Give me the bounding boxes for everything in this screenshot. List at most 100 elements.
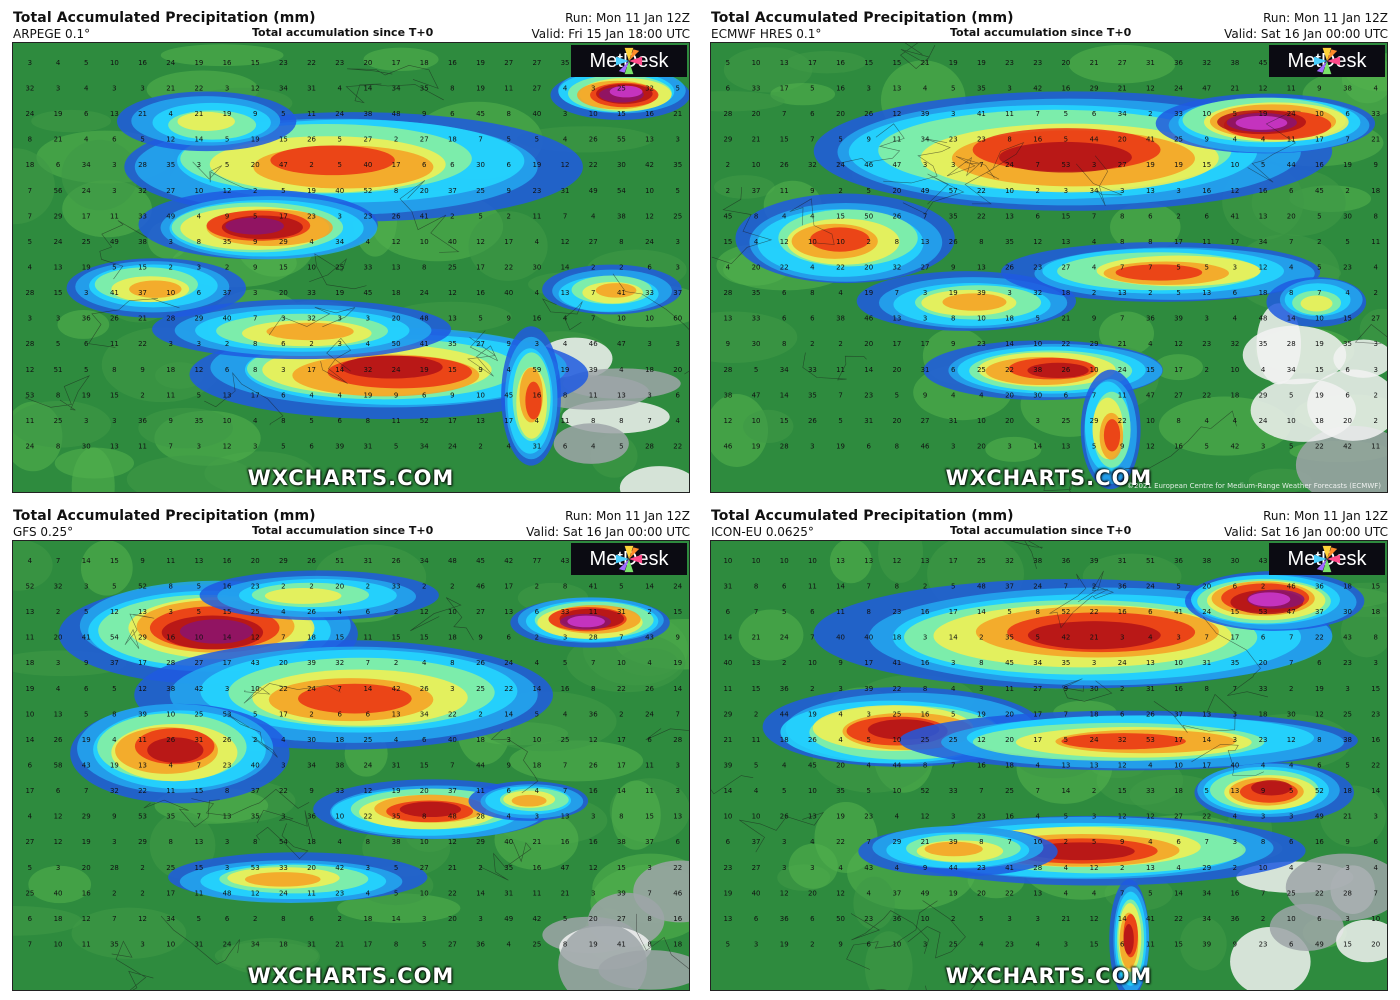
accumulation-value: 4 <box>56 685 61 693</box>
accumulation-value: 11 <box>110 340 119 348</box>
accumulation-value: 31 <box>1146 59 1155 67</box>
accumulation-value: 6 <box>84 685 88 693</box>
accumulation-value: 12 <box>110 608 119 616</box>
accumulation-value: 13 <box>54 710 63 718</box>
accumulation-value: 21 <box>1230 84 1239 92</box>
accumulation-value: 13 <box>1202 710 1211 718</box>
accumulation-value: 26 <box>476 659 485 667</box>
accumulation-value: 3 <box>591 813 595 821</box>
accumulation-value: 16 <box>1118 608 1127 616</box>
accumulation-value: 5 <box>507 136 511 144</box>
dry-area-patch <box>1285 853 1387 921</box>
accumulation-value: 20 <box>589 915 598 923</box>
accumulation-value: 2 <box>1233 864 1237 872</box>
accumulation-value: 2 <box>478 710 482 718</box>
accumulation-value: 27 <box>194 659 203 667</box>
accumulation-value: 18 <box>476 736 485 744</box>
accumulation-value: 9 <box>923 391 927 399</box>
accumulation-value: 19 <box>673 659 682 667</box>
accumulation-value: 8 <box>1317 736 1321 744</box>
accumulation-value: 39 <box>949 838 958 846</box>
accumulation-value: 7 <box>647 889 651 897</box>
accumulation-value: 15 <box>448 366 457 374</box>
accumulation-value: 24 <box>1202 608 1211 616</box>
accumulation-value: 21 <box>1343 813 1352 821</box>
accumulation-value: 2 <box>838 187 842 195</box>
accumulation-value: 16 <box>1061 84 1070 92</box>
accumulation-value: 8 <box>782 340 786 348</box>
accumulation-value: 35 <box>194 417 203 425</box>
accumulation-value: 20 <box>836 761 845 769</box>
accumulation-value: 18 <box>1005 315 1014 323</box>
accumulation-value: 32 <box>1118 736 1127 744</box>
accumulation-value: 12 <box>448 838 457 846</box>
accumulation-value: 27 <box>1174 813 1183 821</box>
accumulation-value: 12 <box>251 634 260 642</box>
accumulation-value: 23 <box>864 391 873 399</box>
accumulation-value: 27 <box>532 59 541 67</box>
accumulation-value: 28 <box>1343 889 1352 897</box>
accumulation-value: 32 <box>335 659 344 667</box>
accumulation-value: 52 <box>420 417 429 425</box>
accumulation-value: 12 <box>448 289 457 297</box>
terrain-patch <box>1248 468 1312 492</box>
accumulation-value: 49 <box>1315 813 1324 821</box>
accumulation-value: 26 <box>223 736 232 744</box>
accumulation-value: 37 <box>1005 582 1014 590</box>
accumulation-value: 23 <box>1371 710 1380 718</box>
accumulation-value: 25 <box>892 710 901 718</box>
accumulation-value: 15 <box>335 634 344 642</box>
accumulation-value: 6 <box>647 736 651 744</box>
accumulation-value: 41 <box>1005 864 1014 872</box>
accumulation-value: 5 <box>810 84 814 92</box>
wxcharts-watermark: WXCHARTS.COM <box>945 964 1153 988</box>
accumulation-value: 4 <box>507 366 512 374</box>
accumulation-value: 4 <box>782 212 787 220</box>
accumulation-value: 11 <box>194 889 203 897</box>
accumulation-value: 8 <box>394 187 398 195</box>
accumulation-value: 41 <box>1174 608 1183 616</box>
accumulation-value: 10 <box>617 315 626 323</box>
accumulation-value: 27 <box>752 864 761 872</box>
accumulation-value: 6 <box>810 315 814 323</box>
accumulation-value: 9 <box>84 659 88 667</box>
accumulation-value: 4 <box>1233 136 1238 144</box>
accumulation-value: 18 <box>1315 417 1324 425</box>
terrain-patch <box>31 109 112 133</box>
accumulation-value: 3 <box>1261 813 1265 821</box>
accumulation-value: 3 <box>169 340 173 348</box>
border-line <box>964 142 1025 205</box>
accumulation-value: 2 <box>169 263 173 271</box>
accumulation-value: 2 <box>478 864 482 872</box>
accumulation-value: 22 <box>504 263 513 271</box>
accumulation-value: 15 <box>1061 212 1070 220</box>
accumulation-value: 5 <box>563 915 567 923</box>
accumulation-value: 5 <box>895 391 899 399</box>
accumulation-value: 53 <box>1259 608 1268 616</box>
accumulation-value: 8 <box>619 813 623 821</box>
accumulation-value: 22 <box>977 187 986 195</box>
accumulation-value: 26 <box>1061 366 1070 374</box>
accumulation-value: 15 <box>1174 941 1183 949</box>
accumulation-value: 4 <box>647 659 652 667</box>
accumulation-value: 16 <box>82 889 91 897</box>
accumulation-value: 45 <box>1315 187 1324 195</box>
accumulation-value: 28 <box>723 366 732 374</box>
accumulation-value: 2 <box>1176 212 1180 220</box>
accumulation-value: 5 <box>535 710 539 718</box>
accumulation-value: 40 <box>363 161 372 169</box>
accumulation-value: 27 <box>1174 391 1183 399</box>
accumulation-value: 12 <box>54 838 63 846</box>
accumulation-value: 9 <box>140 557 144 565</box>
accumulation-value: 38 <box>363 110 372 118</box>
accumulation-value: 6 <box>1317 761 1321 769</box>
run-label: Run: Mon 11 Jan 12Z <box>565 11 690 25</box>
accumulation-value: 13 <box>392 263 401 271</box>
accumulation-value: 31 <box>194 736 203 744</box>
accumulation-value: 6 <box>1374 838 1378 846</box>
accumulation-value: 40 <box>752 889 761 897</box>
accumulation-value: 19 <box>223 110 232 118</box>
accumulation-value: 35 <box>166 813 175 821</box>
accumulation-value: 3 <box>923 941 927 949</box>
accumulation-value: 4 <box>810 212 815 220</box>
